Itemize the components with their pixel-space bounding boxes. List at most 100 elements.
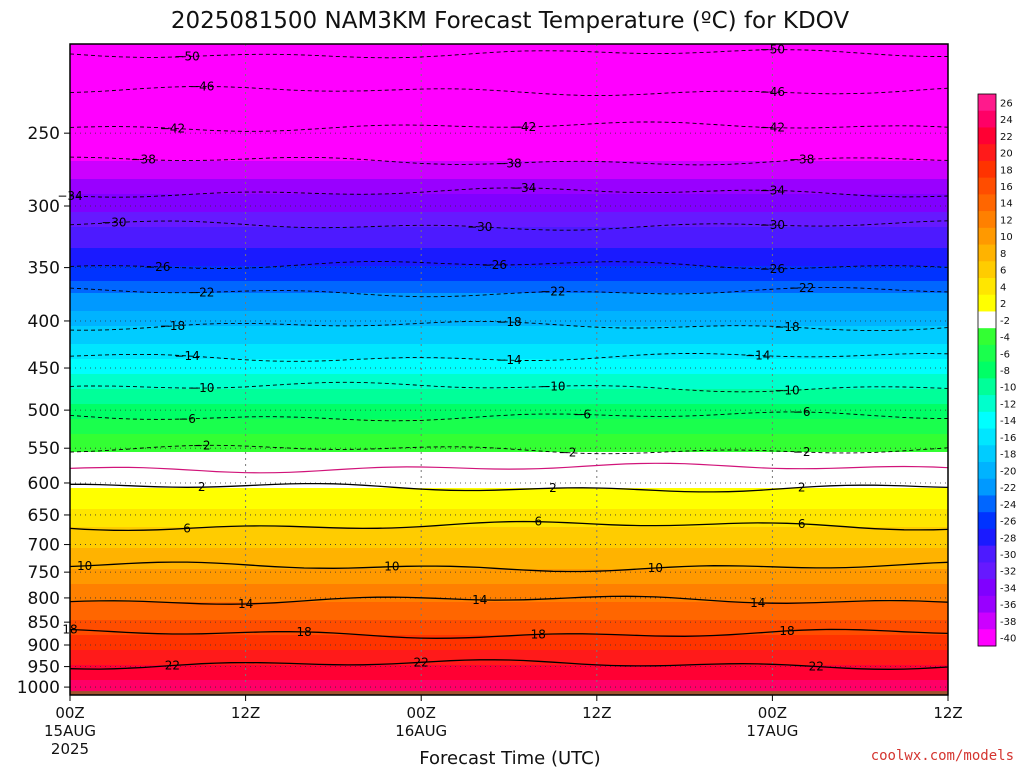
isotherm-label: 14 bbox=[750, 596, 765, 610]
temp-band bbox=[70, 575, 948, 579]
temp-band bbox=[70, 374, 948, 378]
temp-band bbox=[70, 110, 948, 114]
temp-band bbox=[70, 377, 948, 381]
y-tick-label: 250 bbox=[28, 124, 60, 144]
isotherm-line bbox=[69, 561, 949, 573]
temp-band bbox=[70, 65, 948, 69]
temp-band bbox=[70, 356, 948, 360]
isotherm-label: −10 bbox=[540, 379, 565, 393]
temp-band bbox=[70, 617, 948, 621]
temp-band bbox=[70, 158, 948, 162]
temp-band bbox=[70, 572, 948, 576]
colorbar-label: 18 bbox=[1000, 165, 1013, 176]
colorbar-label: -34 bbox=[1000, 583, 1016, 594]
temp-band bbox=[70, 341, 948, 345]
temp-band bbox=[70, 458, 948, 462]
temp-band bbox=[70, 365, 948, 369]
temp-band bbox=[70, 299, 948, 303]
temp-band bbox=[70, 557, 948, 561]
x-tick-label: 00Z bbox=[55, 704, 84, 722]
temp-band bbox=[70, 209, 948, 213]
colorbar-label: -6 bbox=[1000, 349, 1010, 360]
temp-band bbox=[70, 191, 948, 195]
isotherm-label: −14 bbox=[745, 349, 770, 363]
temp-band bbox=[70, 569, 948, 573]
colorbar-swatch bbox=[978, 478, 996, 496]
temp-band bbox=[70, 200, 948, 204]
temp-band bbox=[70, 80, 948, 84]
colorbar-swatch bbox=[978, 612, 996, 630]
chart-title: 2025081500 NAM3KM Forecast Temperature (… bbox=[171, 8, 850, 34]
temp-band bbox=[70, 89, 948, 93]
temp-band bbox=[70, 602, 948, 606]
temp-band bbox=[70, 533, 948, 537]
isotherm-label: 2 bbox=[798, 480, 806, 494]
isotherm-contours: −50 −50−46 −46−42 −42 −42−38 −38 −38−34−34 −34−… bbox=[57, 43, 949, 674]
temp-band bbox=[70, 68, 948, 72]
temp-band bbox=[70, 188, 948, 192]
temp-band bbox=[70, 485, 948, 489]
temp-band bbox=[70, 296, 948, 300]
temp-band bbox=[70, 662, 948, 666]
temp-band bbox=[70, 539, 948, 543]
colorbar-label: -14 bbox=[1000, 416, 1016, 427]
x-tick-label: 12Z bbox=[582, 704, 611, 722]
colorbar-label: -8 bbox=[1000, 366, 1010, 377]
temp-band bbox=[70, 53, 948, 57]
temp-band bbox=[70, 128, 948, 132]
colorbar-label: -32 bbox=[1000, 567, 1016, 578]
colorbar-label: -40 bbox=[1000, 634, 1016, 645]
temp-band bbox=[70, 545, 948, 549]
isotherm-line bbox=[69, 520, 949, 532]
colorbar-swatch bbox=[978, 495, 996, 513]
colorbar-swatch bbox=[978, 629, 996, 647]
temp-band bbox=[70, 293, 948, 297]
temp-band bbox=[70, 83, 948, 87]
isotherm-label: −30 bbox=[760, 218, 785, 232]
temp-band bbox=[70, 215, 948, 219]
temp-band bbox=[70, 227, 948, 231]
temp-band bbox=[70, 524, 948, 528]
temp-band bbox=[70, 125, 948, 129]
temp-band bbox=[70, 629, 948, 633]
temp-band bbox=[70, 74, 948, 78]
temp-band bbox=[70, 173, 948, 177]
temp-band bbox=[70, 176, 948, 180]
temp-band bbox=[70, 518, 948, 522]
temp-band bbox=[70, 71, 948, 75]
credit-link[interactable]: coolwx.com/models bbox=[871, 748, 1014, 764]
temp-band bbox=[70, 251, 948, 255]
isotherm-label: −2 bbox=[559, 446, 577, 460]
isotherm-label: −50 bbox=[760, 43, 785, 57]
isotherm-label: −26 bbox=[482, 258, 507, 272]
temp-band bbox=[70, 422, 948, 426]
colorbar-swatch bbox=[978, 211, 996, 229]
temp-band bbox=[70, 287, 948, 291]
temp-band bbox=[70, 428, 948, 432]
isotherm-label: −46 bbox=[760, 85, 785, 99]
temp-band bbox=[70, 47, 948, 51]
temp-band bbox=[70, 308, 948, 312]
temp-band bbox=[70, 254, 948, 258]
isotherm-label: −10 bbox=[189, 381, 214, 395]
temp-band bbox=[70, 626, 948, 630]
temp-band bbox=[70, 326, 948, 330]
x-tick-date: 15AUG bbox=[44, 722, 96, 740]
colorbar-swatch bbox=[978, 579, 996, 597]
colorbar-label: 10 bbox=[1000, 232, 1013, 243]
pressure-axis: 250 300 350 400 450 500 550 600 650 700 750 800 850 9… bbox=[17, 124, 70, 698]
y-tick-label: 300 bbox=[28, 197, 60, 217]
temp-band bbox=[70, 50, 948, 54]
isotherm-label: −6 bbox=[793, 405, 811, 419]
isotherm-label: 6 bbox=[534, 515, 542, 529]
colorbar-swatch bbox=[978, 94, 996, 112]
temp-band bbox=[70, 140, 948, 144]
temp-band bbox=[70, 248, 948, 252]
colorbar-label: 12 bbox=[1000, 215, 1013, 226]
isotherm-label: −42 bbox=[160, 121, 185, 135]
colorbar-swatch bbox=[978, 361, 996, 379]
isotherm-label: 10 bbox=[384, 560, 399, 574]
isotherm-label: 2 bbox=[549, 481, 557, 495]
temp-band bbox=[70, 530, 948, 534]
